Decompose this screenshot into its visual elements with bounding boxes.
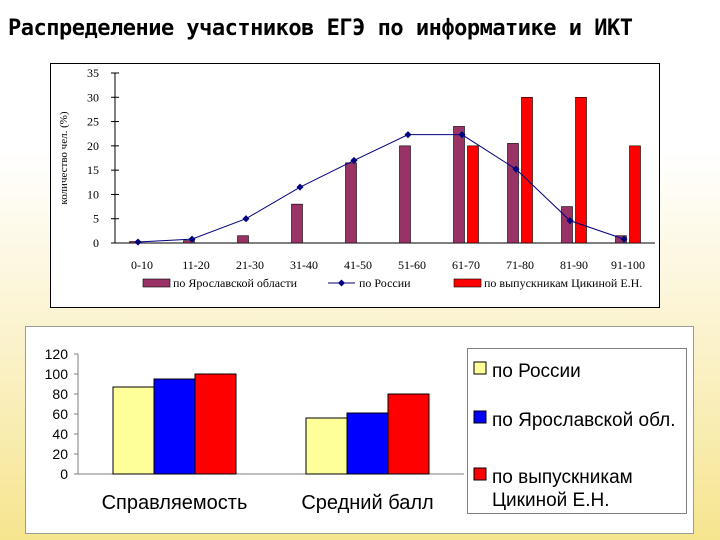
distribution-chart-svg: 0 5 10 15 20 25 30 35 количество чел. (%) 0-10 11-… [50, 63, 660, 308]
y-tick-label: 5 [93, 212, 99, 226]
y-tick-label: 20 [87, 139, 99, 153]
legend-swatch [473, 410, 487, 424]
legend-label: по России [359, 276, 411, 290]
bar [194, 373, 237, 475]
line-point [566, 217, 574, 225]
y-tick-label: 20 [52, 446, 68, 462]
bar [183, 240, 195, 244]
x-tick-label: 41-50 [344, 258, 372, 272]
bar [387, 393, 430, 475]
legend-label: по России [492, 361, 581, 382]
legend-swatch [337, 279, 346, 287]
bar [345, 162, 357, 244]
line-point [188, 235, 196, 243]
x-tick-label: 31-40 [290, 258, 318, 272]
y-tick-label: 0 [60, 466, 68, 482]
x-tick-label: 51-60 [398, 258, 426, 272]
legend-label: по выпускникам Цикиной Е.Н. [484, 276, 642, 290]
bar [521, 96, 533, 244]
legend-box [467, 348, 687, 514]
legend-swatch [142, 278, 171, 288]
line-point [350, 156, 358, 164]
bar [237, 235, 249, 244]
x-tick-label: 71-80 [506, 258, 534, 272]
y-tick-label: 30 [87, 90, 99, 104]
comparison-chart-svg: 0 20 40 60 80 100 120 Справляемость Средний балл… [45, 346, 687, 514]
y-axis-label: количество чел. (%) [58, 111, 70, 204]
legend-swatch [473, 361, 487, 375]
bar [305, 417, 348, 475]
legend-label: Цикиной Е.Н. [492, 490, 610, 511]
comparison-chart: 0 20 40 60 80 100 120 Справляемость Средний балл… [25, 326, 694, 534]
y-tick-label: 25 [87, 115, 99, 129]
legend-label: по Ярославской области [173, 276, 298, 290]
x-tick-label: Справляемость [102, 492, 248, 514]
y-tick-label: 35 [87, 66, 99, 80]
line-point [296, 183, 304, 191]
line-point [620, 235, 628, 243]
y-tick-label: 120 [45, 346, 69, 362]
line-series [137, 134, 625, 243]
slide-title: Распределение участников ЕГЭ по информат… [8, 16, 633, 41]
line-point [134, 238, 142, 246]
bar [629, 145, 641, 244]
y-tick-label: 100 [45, 366, 69, 382]
bar [575, 96, 587, 244]
line-point [458, 131, 466, 139]
x-tick-label: Средний балл [301, 492, 433, 514]
x-tick-label: 11-20 [182, 258, 210, 272]
bar [561, 206, 573, 244]
legend-swatch [473, 467, 487, 481]
bar [112, 386, 155, 475]
y-tick-label: 0 [93, 236, 99, 250]
x-tick-label: 61-70 [452, 258, 480, 272]
distribution-chart: 0 5 10 15 20 25 30 35 количество чел. (%) 0-10 11-… [50, 63, 660, 308]
y-tick-label: 15 [87, 163, 99, 177]
x-tick-label: 0-10 [131, 258, 153, 272]
line-point [404, 131, 412, 139]
line-point [242, 215, 250, 223]
bar [291, 203, 303, 244]
legend-label: по выпускникам [492, 467, 633, 488]
x-tick-label: 81-90 [560, 258, 588, 272]
legend-swatch [453, 278, 482, 288]
y-tick-label: 40 [52, 426, 68, 442]
legend-label: по Ярославской обл. [492, 410, 675, 431]
bar [346, 412, 389, 475]
x-tick-label: 91-100 [611, 258, 645, 272]
y-tick-label: 60 [52, 406, 68, 422]
bar [153, 378, 196, 475]
y-tick-label: 80 [52, 386, 68, 402]
bar [467, 145, 479, 244]
bar [399, 145, 411, 244]
x-tick-label: 21-30 [236, 258, 264, 272]
bar [453, 126, 465, 244]
y-tick-label: 10 [87, 187, 99, 201]
line-point [512, 165, 520, 173]
bar [507, 143, 519, 244]
